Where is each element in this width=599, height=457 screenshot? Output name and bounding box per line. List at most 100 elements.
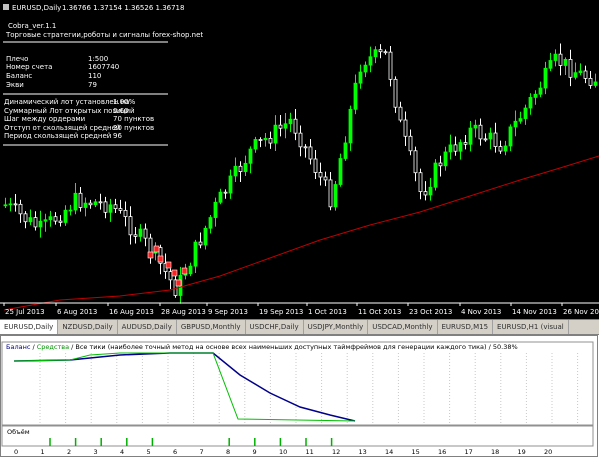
info-value: 110 (88, 72, 101, 80)
chart-tab[interactable]: EURUSD,Daily (0, 320, 59, 334)
candle-body (493, 132, 498, 147)
candle-body (83, 202, 88, 208)
candle-body (588, 78, 593, 86)
candle-body (3, 204, 8, 207)
chart-tab[interactable]: AUDUSD,Daily (118, 320, 177, 334)
candle-body (198, 241, 203, 246)
chart-tab[interactable]: GBPUSD,Monthly (177, 320, 246, 334)
candle-body (413, 150, 418, 174)
candle-body (148, 237, 153, 254)
order-marker (181, 267, 188, 275)
candle-body (218, 191, 223, 203)
candle-body (433, 162, 438, 188)
time-axis: 25 Jul 2013 6 Aug 2013 16 Aug 2013 28 Aug 2… (3, 303, 599, 316)
candle-body (208, 217, 213, 229)
tester-x-label: 9 (253, 448, 257, 456)
order-marker (175, 279, 182, 287)
candle-body (343, 142, 348, 159)
candle-body (108, 204, 113, 213)
chart-ohlc: 1.36766 1.37154 1.36526 1.36718 (62, 4, 184, 12)
volume-plot-area (1, 425, 594, 447)
candle-body (383, 51, 388, 54)
candle-body (573, 72, 578, 78)
tester-x-label: 18 (491, 448, 499, 456)
candle-body (63, 209, 68, 223)
candle-body (578, 70, 583, 74)
volume-label: Объём (7, 428, 30, 436)
price-chart[interactable]: EURUSD,Daily 1.36766 1.37154 1.36526 1.3… (0, 0, 599, 319)
tester-x-axis: 0 1 2 3 4 5 6 7 8 9 10 11 12 13 14 15 16 17 18 19 20 (14, 448, 552, 456)
candle-body (113, 204, 118, 210)
candle-body (513, 120, 518, 128)
candle-body (308, 146, 313, 160)
chart-tab[interactable]: USDJPY,Monthly (304, 320, 369, 334)
candle-body (203, 227, 208, 246)
info-label: Динамический лот установлен на (4, 98, 129, 106)
chart-tab[interactable]: NZDUSD,Daily (58, 320, 118, 334)
legend-separator: / (30, 343, 36, 351)
candle-body (248, 148, 253, 164)
info-label: Плечо (6, 55, 28, 63)
tester-x-label: 3 (94, 448, 98, 456)
candle-body (303, 146, 308, 149)
candle-body (363, 64, 368, 73)
candle-body (353, 82, 358, 110)
candle-body (8, 203, 13, 206)
tester-x-label: 17 (465, 448, 473, 456)
tester-graph-panel[interactable]: Баланс / Средства / Все тики (наиболее т… (0, 335, 599, 457)
candle-body (453, 144, 458, 152)
candle-body (358, 71, 363, 84)
candle-body (438, 162, 443, 167)
chart-tab[interactable]: USDCHF,Daily (246, 320, 304, 334)
candle-body (558, 53, 563, 66)
legend-description: / Все тики (наиболее точный метод на осн… (69, 343, 518, 351)
candle-body (158, 247, 163, 264)
legend-balance: Баланс (6, 343, 31, 351)
candle-body (18, 203, 23, 215)
order-marker (171, 269, 178, 277)
info-value: 1:500 (88, 55, 108, 63)
candle-body (28, 217, 33, 223)
info-value: 70 пунктов (113, 115, 154, 123)
chart-symbol-title: EURUSD,Daily (12, 4, 61, 12)
candle-body (283, 123, 288, 129)
candle-body (328, 179, 333, 208)
candle-body (408, 135, 413, 152)
candle-body (473, 124, 478, 129)
tester-x-label: 7 (200, 448, 204, 456)
candle-body (458, 142, 463, 152)
info-value: 1.00% (113, 98, 136, 106)
candle-body (368, 56, 373, 66)
chart-tab[interactable]: USDCAD,Monthly (368, 320, 438, 334)
candle-body (133, 234, 138, 237)
time-label: 16 Aug 2013 (109, 308, 154, 316)
candle-body (223, 191, 228, 194)
tester-x-label: 6 (173, 448, 177, 456)
tester-x-label: 11 (306, 448, 314, 456)
candle-body (33, 217, 38, 228)
chart-tab[interactable]: EURUSD,H1 (visual (493, 320, 569, 334)
chart-background (0, 0, 599, 319)
tester-x-label: 10 (279, 448, 287, 456)
strategy-info: Динамический лот установлен на 1.00% Сум… (4, 98, 154, 140)
tester-x-label: 2 (67, 448, 71, 456)
chart-tabs: EURUSD,Daily NZDUSD,Daily AUDUSD,Daily GBPU… (0, 319, 599, 335)
candle-body (468, 127, 473, 145)
balance-line (13, 352, 356, 422)
candle-body (478, 124, 483, 140)
candle-body (193, 241, 198, 267)
candle-body (543, 67, 548, 89)
candle-body (508, 126, 513, 147)
tester-x-label: 19 (518, 448, 526, 456)
candle-body (253, 139, 258, 150)
info-value: 0.60 (113, 107, 129, 115)
candle-body (388, 51, 393, 80)
candle-body (138, 228, 143, 237)
order-marker (153, 245, 160, 253)
time-label: 1 Oct 2013 (308, 308, 347, 316)
chart-tab[interactable]: EURUSD,M15 (438, 320, 494, 334)
tester-x-label: 8 (226, 448, 230, 456)
candle-body (68, 209, 73, 212)
order-marker (157, 255, 164, 263)
